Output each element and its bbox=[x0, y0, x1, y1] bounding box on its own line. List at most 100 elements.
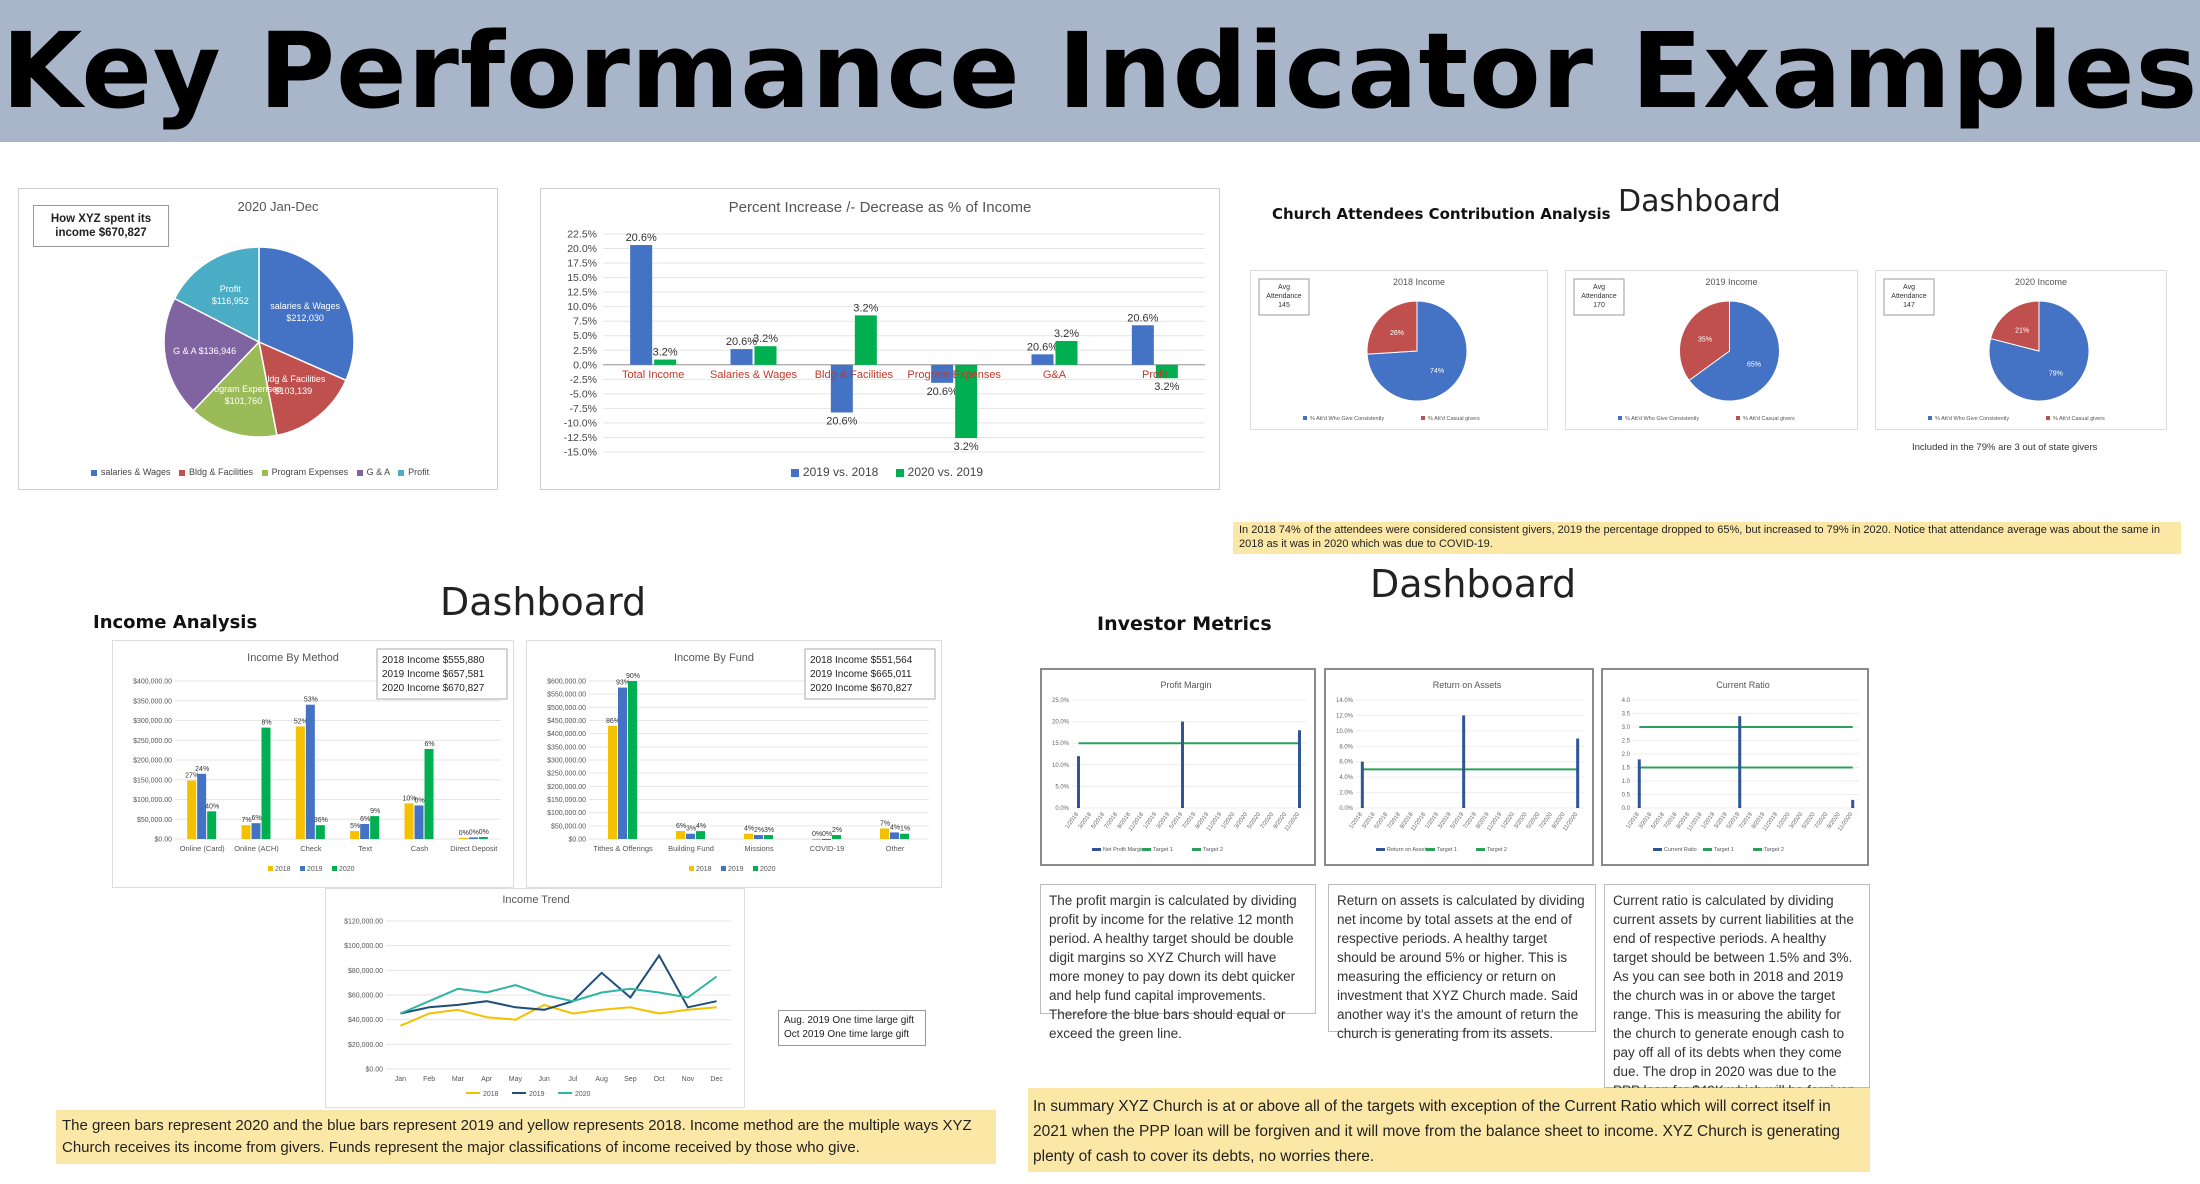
income-by-method-panel: Income By Method $400,000.00 $350,000.00 $3… bbox=[112, 640, 514, 888]
bar-value-label: 7% bbox=[241, 817, 251, 824]
pie-legend-item: G & A bbox=[366, 467, 390, 477]
bar-value-label: 6% bbox=[676, 823, 686, 830]
pie-chart-title: 2020 Jan-Dec bbox=[237, 199, 319, 214]
percent-change-chart: 22.5% 20.0% 17.5% 15.0% 12.5% 10.0% 7.5% 5.0% 2.… bbox=[564, 229, 1205, 459]
x-tick-label: Jan bbox=[395, 1076, 406, 1083]
bar bbox=[880, 828, 889, 839]
bar-value-label: 3.2% bbox=[753, 333, 778, 345]
income-legend-item: 2019 bbox=[728, 866, 744, 873]
y-tick-label: $60,000.00 bbox=[348, 993, 383, 1000]
bar bbox=[1055, 340, 1078, 365]
y-tick-label: $350,000.00 bbox=[547, 744, 586, 751]
pie-slice bbox=[1988, 300, 2090, 402]
y-tick-label: $50,000.00 bbox=[551, 823, 586, 830]
income-heading: Income Analysis bbox=[93, 612, 258, 633]
percent-legend-item: 2020 vs. 2019 bbox=[907, 465, 984, 479]
pie-slice bbox=[1688, 300, 1780, 402]
bar-value-label: 24% bbox=[195, 766, 209, 773]
bar bbox=[744, 833, 753, 839]
bar bbox=[251, 823, 261, 839]
percent-change-panel: Percent Increase /- Decrease as % of Inc… bbox=[540, 188, 1220, 490]
metric-bar bbox=[1462, 715, 1466, 808]
bar-value-label: 3.2% bbox=[954, 441, 979, 453]
metric-bar bbox=[1077, 756, 1080, 808]
bar-value-label: 0% bbox=[812, 831, 822, 838]
legend-swatch bbox=[790, 468, 799, 477]
x-tick-label: Aug bbox=[595, 1076, 608, 1083]
legend-swatch bbox=[1653, 848, 1662, 851]
trend-legend-item: 2018 bbox=[483, 1091, 499, 1098]
income-note-text: The green bars represent 2020 and the bl… bbox=[62, 1117, 972, 1156]
bar bbox=[931, 364, 954, 383]
pie-slice-value: $101,760 bbox=[225, 396, 263, 406]
bar-value-label: 4% bbox=[696, 823, 706, 830]
metric-bar bbox=[1360, 761, 1364, 808]
metric-bar bbox=[1576, 738, 1580, 808]
bar-value-label: 4% bbox=[890, 824, 900, 831]
bar bbox=[754, 346, 777, 365]
y-tick-label: 12.5% bbox=[567, 287, 597, 299]
chart-title: Profit Margin bbox=[1160, 680, 1211, 690]
income-legend-item: 2018 bbox=[275, 866, 291, 873]
category-label: Check bbox=[300, 844, 322, 853]
bar bbox=[654, 359, 677, 365]
gift-note-line: Oct 2019 One time large gift bbox=[784, 1029, 910, 1040]
pie-slice-label: 65% bbox=[1747, 361, 1761, 368]
bar-value-label: 3.2% bbox=[653, 347, 678, 359]
category-label: Program Expenses bbox=[907, 369, 1001, 381]
attendees-legend-item: % Att'd Casual givers bbox=[2053, 416, 2105, 422]
y-tick-label: 0.0% bbox=[573, 359, 597, 371]
attendees-panel-2019: 2019 Income Avg Attendance 170 65% 35% % Att'd… bbox=[1565, 270, 1858, 430]
title-band: Key Performance Indicator Examples bbox=[0, 0, 2200, 142]
bar bbox=[618, 687, 627, 839]
bar bbox=[890, 832, 899, 839]
y-tick-label: 25.0% bbox=[1052, 698, 1070, 704]
bar-value-label: 7% bbox=[880, 820, 890, 827]
profit-margin-chart: Profit Margin 25.0% 20.0% 15.0% 10.0% 5.0% 0.0… bbox=[1052, 680, 1306, 853]
x-tick-label: Apr bbox=[481, 1076, 493, 1083]
bar bbox=[207, 811, 217, 839]
legend-swatch bbox=[753, 866, 758, 871]
bar-value-label: 20.6% bbox=[1127, 312, 1158, 324]
attendees-legend-item: % Att'd Casual givers bbox=[1428, 416, 1480, 422]
metric-legend-item: Target 2 bbox=[1764, 847, 1784, 853]
bar-value-label: 3% bbox=[686, 826, 696, 833]
trend-line bbox=[400, 975, 718, 1015]
y-tick-label: 10.0% bbox=[567, 301, 597, 313]
attendance-box bbox=[1883, 278, 1935, 316]
attendees-panel-2018: 2018 Income Avg Attendance 145 74% 26% % Att'd… bbox=[1250, 270, 1548, 430]
y-tick-label: $350,000.00 bbox=[133, 698, 172, 705]
bar bbox=[812, 839, 821, 840]
profit-margin-description-text: The profit margin is calculated by divid… bbox=[1049, 893, 1297, 1041]
bar-value-label: 0% bbox=[469, 829, 479, 836]
x-tick-label: May bbox=[509, 1076, 523, 1083]
y-tick-label: 20.0% bbox=[1052, 720, 1070, 726]
profit-margin-panel: Profit Margin 25.0% 20.0% 15.0% 10.0% 5.0% 0.0… bbox=[1040, 668, 1316, 866]
legend-swatch bbox=[268, 866, 273, 871]
y-tick-label: $150,000.00 bbox=[547, 797, 586, 804]
legend-swatch bbox=[90, 469, 97, 476]
pie-slice-label: 74% bbox=[1430, 368, 1444, 375]
income-summary-box bbox=[804, 648, 936, 700]
bar bbox=[630, 245, 653, 365]
metric-legend-item: Target 1 bbox=[1437, 847, 1457, 853]
percent-legend-item: 2019 vs. 2018 bbox=[802, 465, 879, 479]
attendees-panel-title: 2018 Income bbox=[1393, 277, 1445, 287]
attendees-note-text: In 2018 74% of the attendees were consid… bbox=[1239, 524, 2160, 550]
category-label: Tithes & Offerings bbox=[593, 844, 653, 853]
y-tick-label: $150,000.00 bbox=[133, 777, 172, 784]
y-tick-label: 12.0% bbox=[1336, 713, 1354, 719]
bar-value-label: 1% bbox=[900, 826, 910, 833]
pie-legend: salaries & Wages Bldg & Facilities Progr… bbox=[19, 467, 497, 477]
bar-value-label: 53% bbox=[304, 697, 318, 704]
y-tick-label: 14.0% bbox=[1336, 698, 1354, 704]
metric-legend-item: Target 1 bbox=[1153, 847, 1173, 853]
bar-value-label: 20.6% bbox=[927, 386, 958, 398]
bar-value-label: 3.2% bbox=[1154, 381, 1179, 393]
bar-value-label: 8% bbox=[261, 720, 271, 727]
attendees-dashboard-heading: Dashboard bbox=[1618, 184, 1781, 219]
legend-swatch bbox=[1618, 416, 1622, 420]
legend-swatch bbox=[1928, 416, 1932, 420]
return-on-assets-chart: Return on Assets 14.0% 12.0% 10.0% 8.0% 6.0% 4… bbox=[1336, 680, 1584, 853]
x-tick-label: Mar bbox=[452, 1076, 465, 1083]
